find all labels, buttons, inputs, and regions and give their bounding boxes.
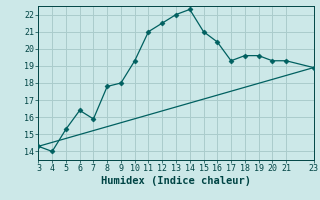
X-axis label: Humidex (Indice chaleur): Humidex (Indice chaleur) [101, 176, 251, 186]
